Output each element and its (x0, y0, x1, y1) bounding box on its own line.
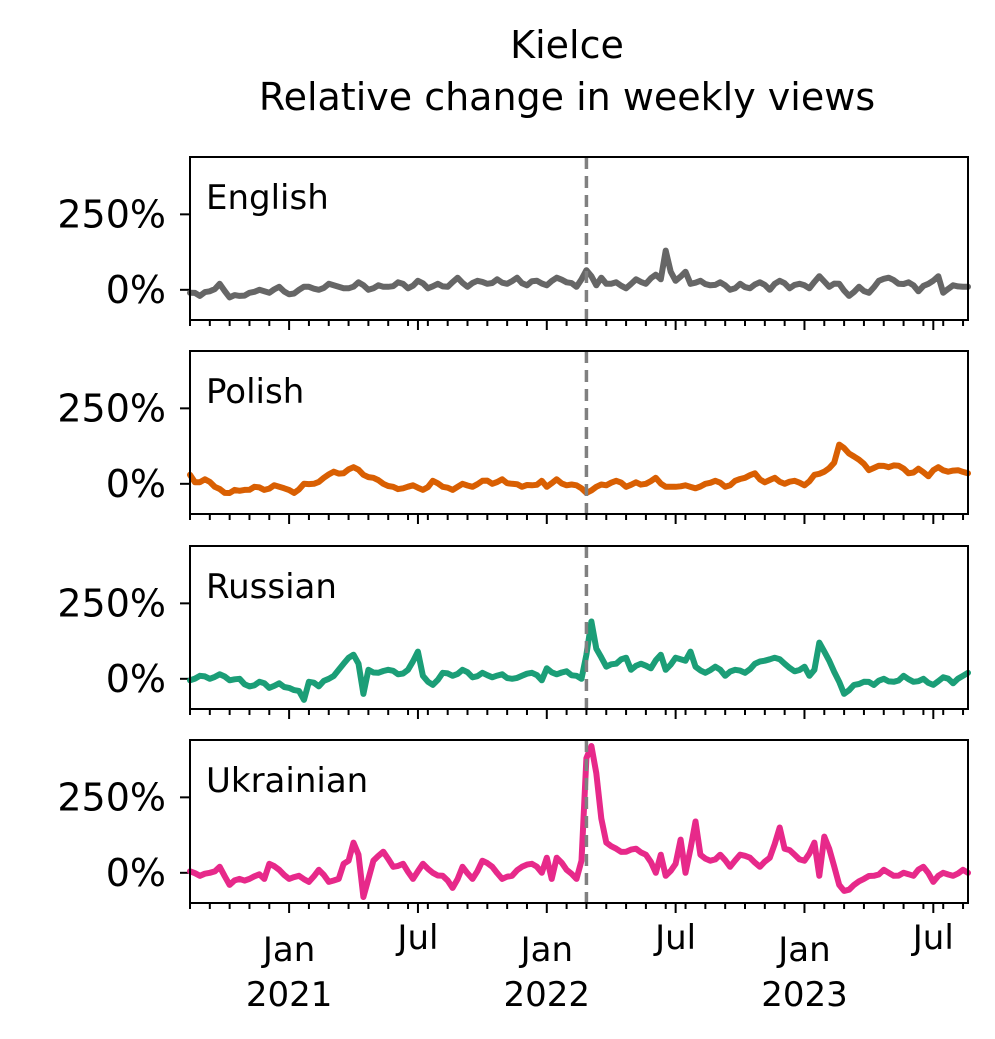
series-line-polish (187, 441, 971, 496)
x-tick-label-month: Jul (911, 918, 954, 958)
panel-label: Ukrainian (206, 761, 368, 801)
y-tick-label: 250% (57, 775, 166, 819)
x-tick-label-year: 2021 (246, 975, 333, 1015)
panel-english: 0% 250% English (57, 156, 971, 330)
panel-label: Polish (206, 372, 304, 412)
y-tick-label: 0% (106, 657, 166, 701)
y-tick-label: 250% (57, 192, 166, 236)
x-tick-label-month: Jul (653, 918, 696, 958)
series-line-ukrainian (187, 743, 971, 900)
y-tick-label: 250% (57, 386, 166, 430)
y-tick-label: 0% (106, 268, 166, 312)
panel-polish: 0% 250% Polish (57, 350, 971, 524)
x-tick-label-year: 2023 (761, 975, 848, 1015)
y-tick-label: 250% (57, 581, 166, 625)
panel-russian: 0% 250% Russian (57, 545, 971, 719)
panel-label: Russian (206, 567, 337, 607)
y-tick-label: 0% (106, 851, 166, 895)
panel-frame (189, 156, 969, 321)
panel-frame (189, 739, 969, 904)
chart-title-line-1: Kielce (510, 23, 624, 67)
x-tick-label-month: Jan (261, 930, 315, 970)
panel-frame (189, 545, 969, 710)
panel-ukrainian: 0% 250% Ukrainian (57, 739, 971, 913)
x-tick-label-month: Jan (519, 930, 573, 970)
series-line-english (187, 247, 971, 301)
series-line-russian (187, 618, 971, 703)
panel-frame (189, 350, 969, 515)
x-tick-label-year: 2022 (504, 975, 591, 1015)
chart-title-line-2: Relative change in weekly views (259, 75, 875, 119)
x-tick-label-month: Jan (776, 930, 830, 970)
x-axis: Jan 2021 Jul Jan 2022 Jul Jan 2023 Jul (246, 918, 954, 1015)
panel-label: English (206, 178, 329, 218)
x-tick-label-month: Jul (395, 918, 438, 958)
y-tick-label: 0% (106, 462, 166, 506)
